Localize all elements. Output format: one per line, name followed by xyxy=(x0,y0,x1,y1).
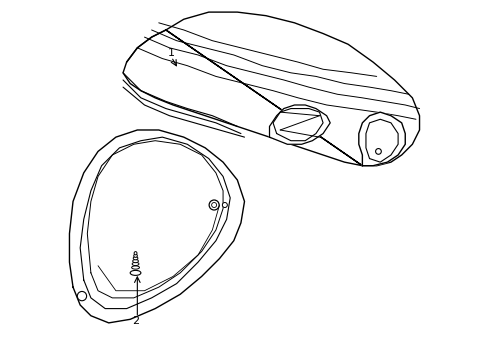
Circle shape xyxy=(222,203,227,207)
Polygon shape xyxy=(358,112,405,166)
Ellipse shape xyxy=(130,270,141,275)
Circle shape xyxy=(77,292,86,301)
Circle shape xyxy=(375,149,381,154)
Ellipse shape xyxy=(134,254,137,257)
Ellipse shape xyxy=(133,257,138,260)
Polygon shape xyxy=(80,137,230,309)
Circle shape xyxy=(209,200,219,210)
Ellipse shape xyxy=(131,266,139,269)
Text: 1: 1 xyxy=(167,48,174,58)
Polygon shape xyxy=(123,12,419,166)
Polygon shape xyxy=(69,130,244,323)
Ellipse shape xyxy=(132,262,139,266)
Text: 2: 2 xyxy=(132,316,139,326)
Ellipse shape xyxy=(134,252,137,255)
Ellipse shape xyxy=(132,260,138,263)
Polygon shape xyxy=(269,105,329,144)
